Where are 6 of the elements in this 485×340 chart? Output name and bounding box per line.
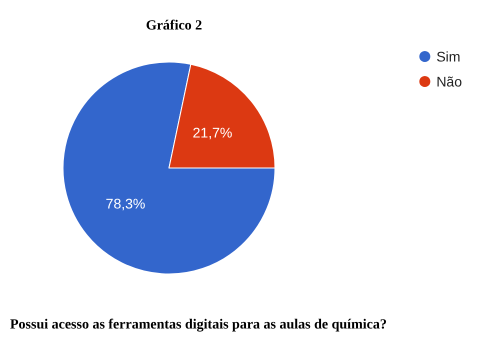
legend-label: Não: [436, 74, 462, 90]
legend-label: Sim: [436, 48, 460, 64]
text: Possui acesso as ferramentas digitais para as aulas de química?: [10, 318, 387, 332]
data-label: 21,7%: [192, 124, 232, 141]
chart-title: Gráfico 2: [146, 18, 202, 34]
data-label: 78,3%: [106, 195, 146, 212]
